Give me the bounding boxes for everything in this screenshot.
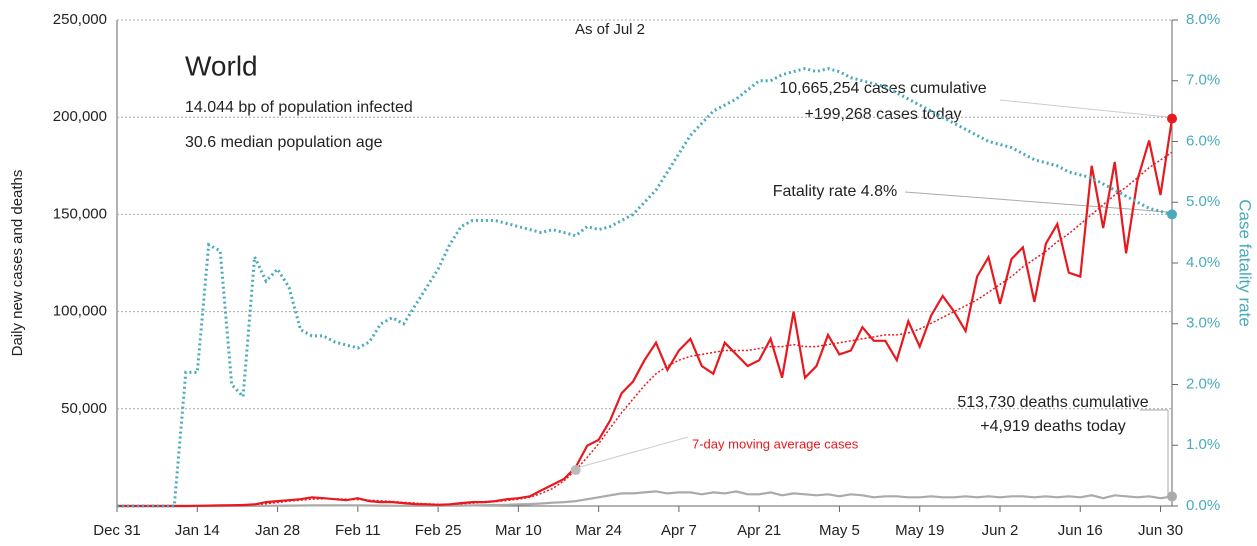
x-tick-label: Feb 25 bbox=[415, 522, 462, 539]
y2-tick-label: 0.0% bbox=[1186, 497, 1220, 514]
x-tick-label: Jan 14 bbox=[175, 522, 220, 539]
y2-tick-label: 4.0% bbox=[1186, 254, 1220, 271]
leader bbox=[999, 99, 1169, 118]
y2-tick-label: 5.0% bbox=[1186, 193, 1220, 210]
y-tick-label: 250,000 bbox=[53, 11, 107, 28]
infected: 14.044 bp of population infected bbox=[185, 99, 413, 116]
y-axis-label: Daily new cases and deaths bbox=[9, 170, 26, 357]
as-of: As of Jul 2 bbox=[575, 21, 645, 38]
leader bbox=[579, 436, 689, 468]
y2-axis-label: Case fatality rate bbox=[1236, 199, 1255, 327]
end-dot bbox=[1167, 491, 1177, 502]
series-line bbox=[117, 490, 1173, 508]
region: World bbox=[185, 50, 258, 81]
cases-cumulative: 10,665,254 cases cumulative bbox=[779, 80, 986, 97]
series-line bbox=[117, 118, 1174, 508]
deaths-cumulative: 513,730 deaths cumulative bbox=[957, 394, 1148, 411]
y-tick-label: 100,000 bbox=[53, 303, 107, 320]
end-dot bbox=[1167, 209, 1177, 220]
x-tick-label: Mar 10 bbox=[495, 522, 542, 539]
y-tick-label: 50,000 bbox=[61, 400, 107, 417]
end-dot bbox=[1167, 113, 1177, 124]
ma-label: 7-day moving average cases bbox=[692, 436, 859, 451]
fatality-rate: Fatality rate 4.8% bbox=[773, 183, 898, 200]
y2-tick-label: 2.0% bbox=[1186, 375, 1220, 392]
y2-tick-label: 7.0% bbox=[1186, 72, 1220, 89]
age: 30.6 median population age bbox=[185, 134, 383, 151]
y-tick-label: 150,000 bbox=[53, 205, 107, 222]
x-tick-label: Mar 24 bbox=[575, 522, 622, 539]
x-tick-label: Jun 30 bbox=[1138, 522, 1183, 539]
series-line bbox=[117, 151, 1173, 507]
y2-tick-label: 8.0% bbox=[1186, 11, 1220, 28]
x-tick-label: Dec 31 bbox=[93, 522, 141, 539]
deaths-today: +4,919 deaths today bbox=[980, 418, 1125, 435]
ma-dot bbox=[570, 465, 581, 476]
x-tick-label: Apr 7 bbox=[661, 522, 697, 539]
y2-tick-label: 1.0% bbox=[1186, 436, 1220, 453]
leader bbox=[904, 191, 1169, 213]
x-tick-label: Jan 28 bbox=[255, 522, 300, 539]
x-tick-label: Feb 11 bbox=[335, 522, 381, 539]
y2-tick-label: 6.0% bbox=[1186, 132, 1220, 149]
y-tick-label: 200,000 bbox=[53, 108, 107, 125]
cases-today: +199,268 cases today bbox=[804, 106, 961, 123]
x-tick-label: May 19 bbox=[895, 522, 944, 539]
series-line bbox=[117, 67, 1173, 508]
x-tick-label: Jun 16 bbox=[1058, 522, 1103, 539]
y2-tick-label: 3.0% bbox=[1186, 315, 1220, 332]
x-tick-label: May 5 bbox=[819, 522, 860, 539]
x-tick-label: Apr 21 bbox=[737, 522, 781, 539]
x-tick-label: Jun 2 bbox=[982, 522, 1019, 539]
